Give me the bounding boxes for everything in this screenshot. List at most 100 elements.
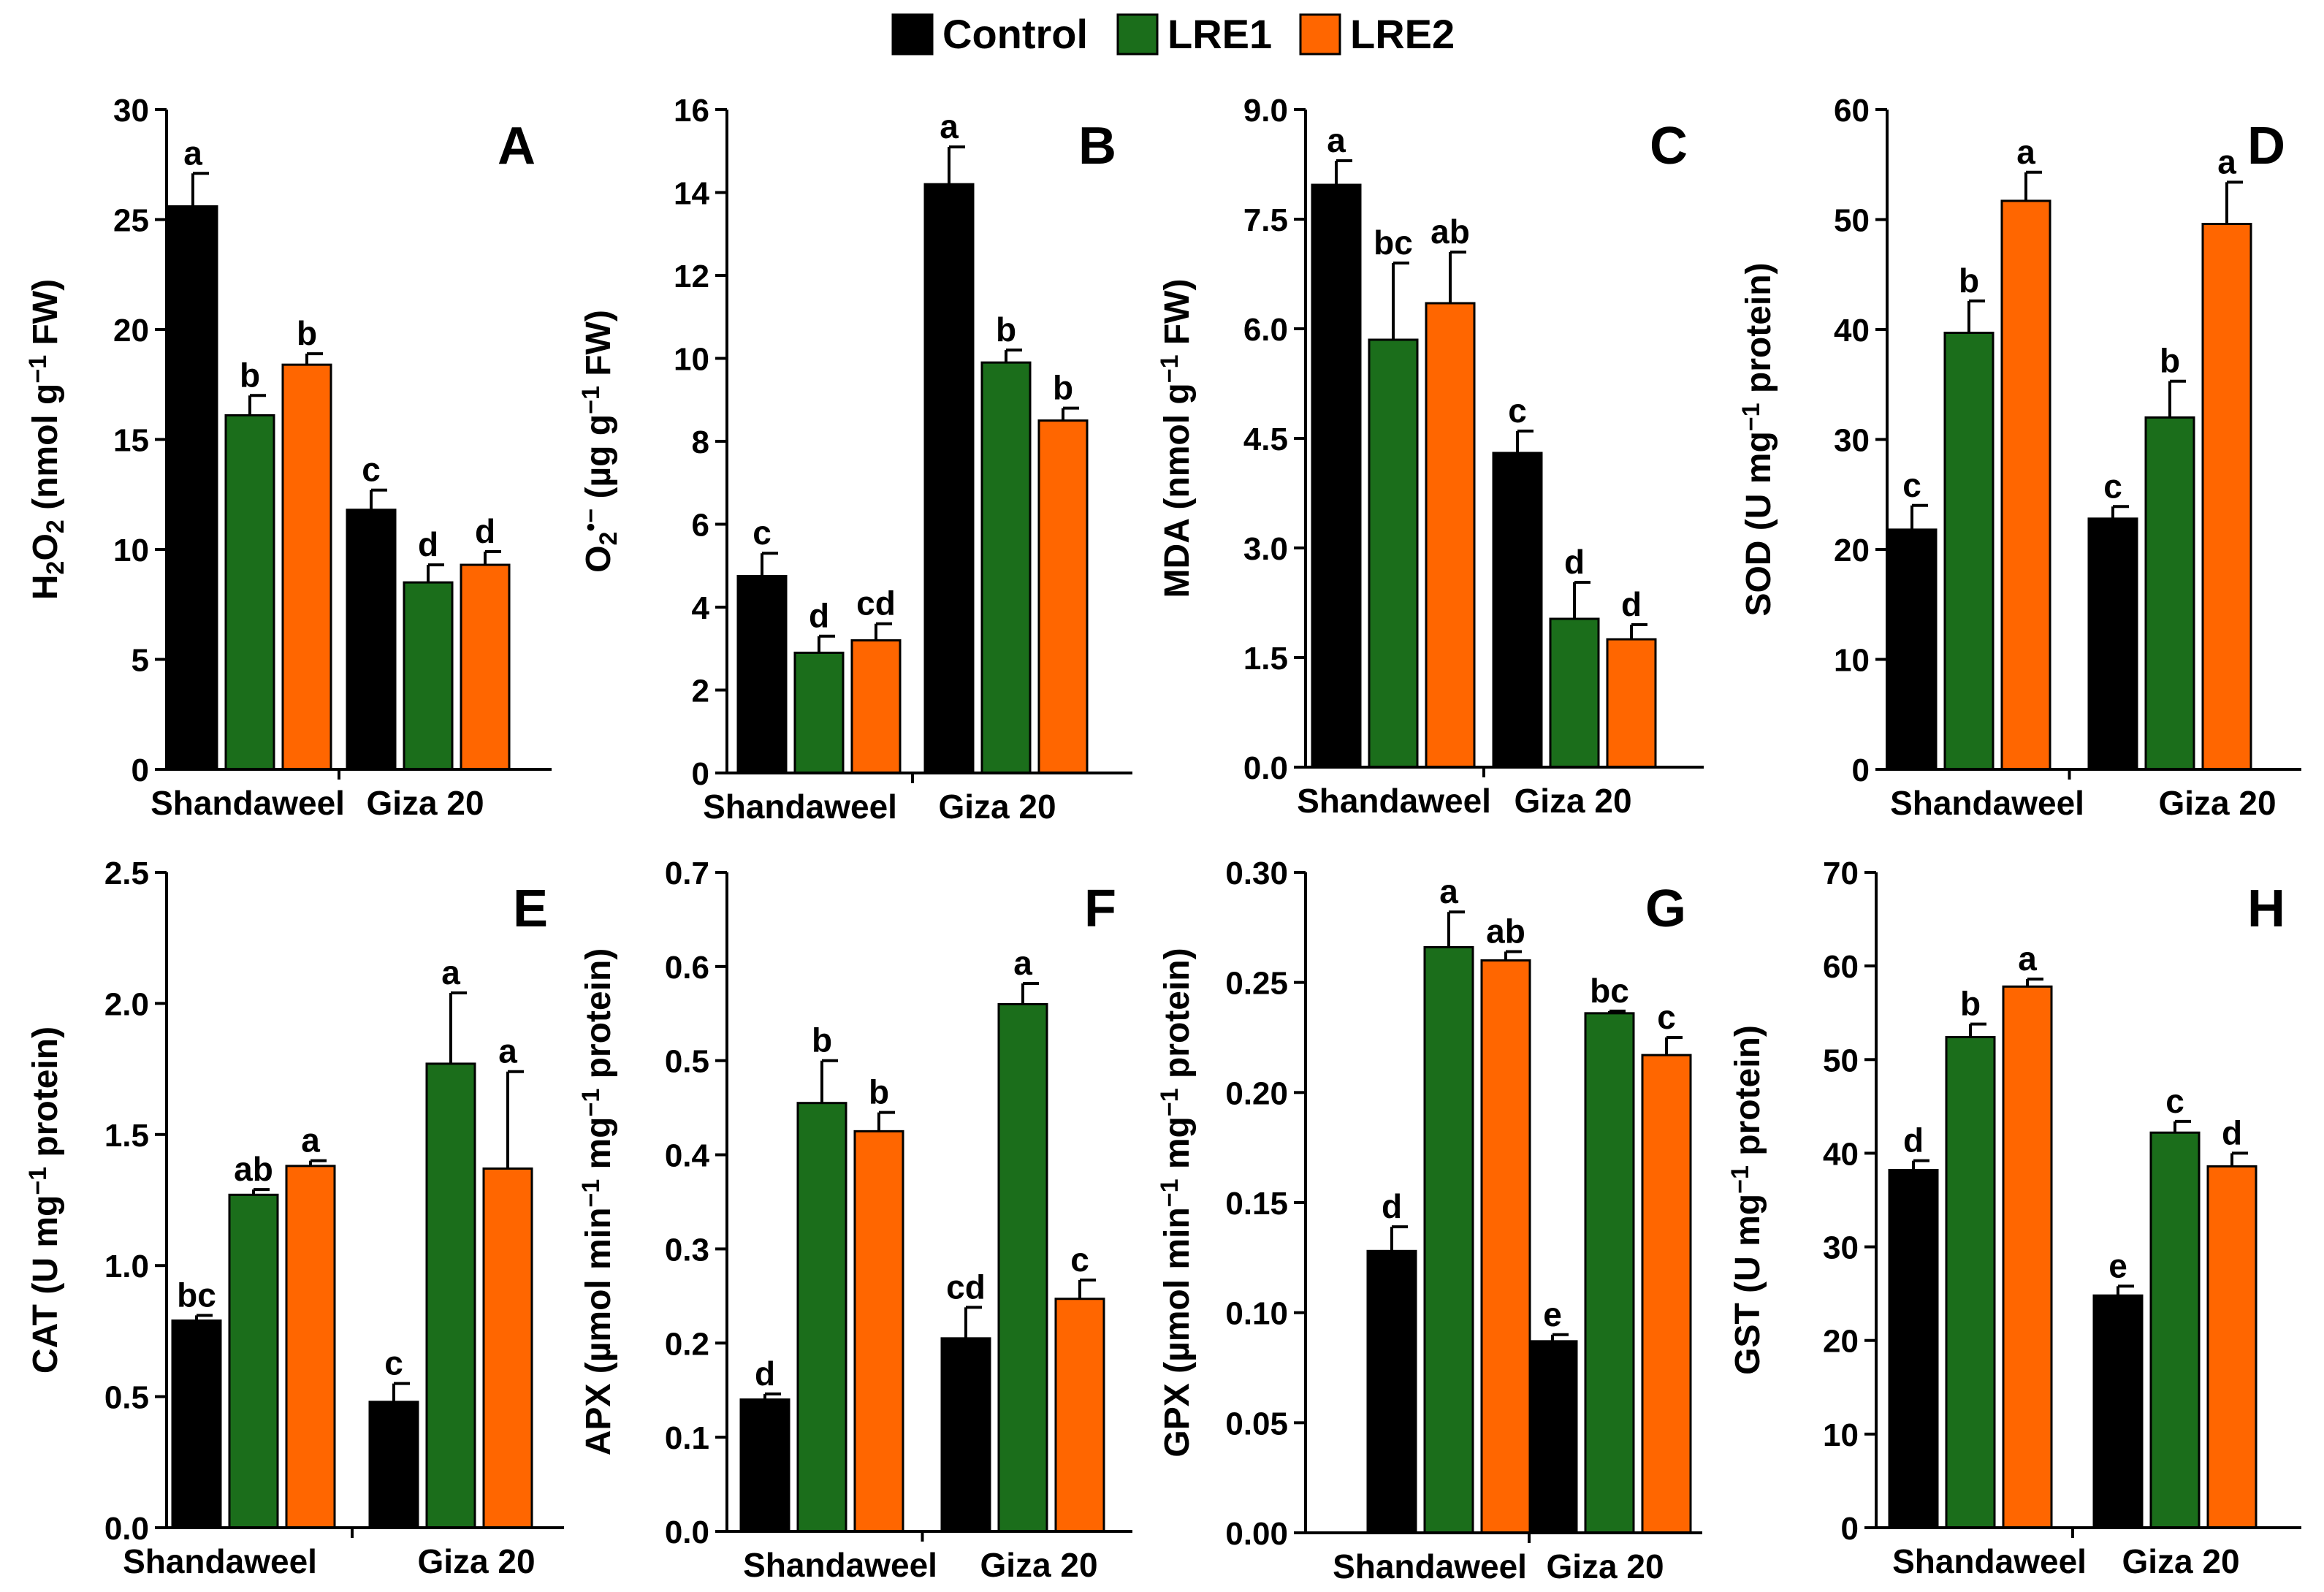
y-axis-label-part-a-2: O <box>26 533 65 560</box>
significance-letter-f-0-1: cd <box>946 1268 986 1306</box>
y-axis-label-part-h-1: −1 <box>1726 1165 1754 1194</box>
y-axis-label-part-a-3: 2 <box>42 519 69 533</box>
significance-letter-f-0-0: d <box>755 1355 775 1393</box>
bar-d-lre2-1 <box>2201 223 2252 771</box>
bar-g-lre2-1 <box>1641 1054 1692 1534</box>
panel-c: a c bc d ab d 0.0 1.5 3.0 4.5 6.0 7.5 9.0 Shandaweel G… <box>1156 93 1704 820</box>
y-tick-label-h-1: 10 <box>1823 1417 1859 1453</box>
category-label-a-1: Giza 20 <box>366 784 484 822</box>
significance-letter-e-2-1: a <box>498 1032 517 1070</box>
y-tick-label-a-1: 5 <box>132 643 149 679</box>
significance-letter-g-1-1: bc <box>1590 972 1629 1010</box>
y-axis-label-part-c-1: −1 <box>1156 355 1184 384</box>
panel-label-g: G <box>1645 880 1686 938</box>
y-tick-label-g-3: 0.15 <box>1225 1186 1288 1222</box>
y-tick-label-e-1: 0.5 <box>104 1380 149 1416</box>
significance-letter-c-2-1: d <box>1621 585 1642 623</box>
significance-letter-e-0-1: c <box>384 1344 403 1382</box>
bar-a-lre2-1 <box>460 563 511 771</box>
significance-letter-d-1-0: b <box>1959 262 1979 300</box>
bar-e-lre2-0 <box>285 1165 336 1529</box>
y-tick-label-d-3: 30 <box>1834 423 1870 459</box>
y-tick-label-f-4: 0.4 <box>665 1138 710 1174</box>
y-tick-label-g-1: 0.05 <box>1225 1406 1288 1441</box>
bar-b-control-0 <box>736 574 788 774</box>
y-tick-label-d-4: 40 <box>1834 313 1870 349</box>
significance-letter-a-1-1: d <box>418 525 438 563</box>
bar-d-lre2-0 <box>2000 199 2051 771</box>
bar-c-lre2-1 <box>1606 638 1657 769</box>
significance-letter-h-1-1: c <box>2165 1082 2184 1120</box>
significance-letter-b-2-0: cd <box>856 584 896 622</box>
y-axis-label-part-e-0: CAT (U mg <box>26 1195 65 1374</box>
significance-letter-g-2-1: c <box>1657 998 1676 1036</box>
y-tick-label-e-0: 0.0 <box>104 1511 149 1547</box>
y-axis-label-part-g-1: −1 <box>1156 1178 1184 1207</box>
category-label-c-0: Shandaweel <box>1297 782 1491 820</box>
y-axis-label-g: GPX (µmol min−1 mg−1 protein) <box>1156 948 1197 1457</box>
bar-a-control-1 <box>346 509 397 771</box>
panel-label-d: D <box>2247 117 2285 175</box>
bar-c-control-1 <box>1492 452 1543 769</box>
bar-e-lre2-1 <box>482 1167 533 1529</box>
bar-f-control-0 <box>739 1398 790 1533</box>
y-tick-label-f-6: 0.6 <box>665 950 709 986</box>
y-axis-label-part-f-3: −1 <box>577 1089 605 1117</box>
y-tick-label-g-4: 0.20 <box>1225 1075 1288 1111</box>
significance-letter-a-2-0: b <box>297 314 317 352</box>
y-tick-label-g-2: 0.10 <box>1225 1296 1288 1332</box>
category-label-h-0: Shandaweel <box>1892 1542 2087 1580</box>
y-tick-label-d-0: 0 <box>1852 753 1870 788</box>
bar-c-lre2-0 <box>1425 302 1476 769</box>
y-tick-label-b-3: 6 <box>692 508 709 544</box>
y-axis-label-part-a-0: H <box>26 574 65 600</box>
y-axis-label-b: O2•− (µg g−1 FW) <box>577 310 622 573</box>
panel-label-a: A <box>498 117 536 175</box>
legend-label-lre2: LRE2 <box>1350 11 1455 57</box>
y-axis-label-part-a-1: 2 <box>42 561 69 575</box>
significance-letter-g-1-0: a <box>1439 872 1458 910</box>
y-tick-label-c-5: 7.5 <box>1243 202 1288 238</box>
y-tick-label-h-3: 30 <box>1823 1230 1859 1266</box>
y-axis-label-part-d-0: SOD (U mg <box>1740 431 1778 616</box>
bar-b-lre1-0 <box>793 651 845 774</box>
y-tick-label-h-4: 40 <box>1823 1136 1859 1172</box>
y-tick-label-c-2: 3.0 <box>1243 531 1288 567</box>
y-axis-label-part-g-4: protein) <box>1158 948 1197 1088</box>
category-label-e-1: Giza 20 <box>417 1542 535 1580</box>
y-tick-label-d-5: 50 <box>1834 203 1870 239</box>
category-label-e-0: Shandaweel <box>123 1542 317 1580</box>
y-tick-label-a-0: 0 <box>132 753 149 788</box>
y-axis-label-part-h-0: GST (U mg <box>1729 1194 1767 1375</box>
y-tick-label-h-6: 60 <box>1823 949 1859 985</box>
legend-swatch-lre2 <box>1299 13 1341 56</box>
y-axis-label-part-g-2: mg <box>1158 1116 1197 1178</box>
y-tick-label-h-2: 20 <box>1823 1324 1859 1360</box>
significance-letter-e-1-0: ab <box>234 1150 273 1188</box>
significance-letter-b-1-0: d <box>809 597 829 635</box>
significance-letter-f-1-0: b <box>812 1021 832 1059</box>
y-axis-label-part-g-0: GPX (µmol min <box>1158 1207 1197 1457</box>
legend-swatch-control <box>891 13 934 56</box>
y-tick-label-e-3: 1.5 <box>104 1118 149 1154</box>
significance-letter-f-1-1: a <box>1013 944 1032 982</box>
significance-letter-a-2-1: d <box>475 512 495 550</box>
y-axis-label-a: H2O2 (nmol g−1 FW) <box>24 279 69 600</box>
y-tick-label-c-4: 6.0 <box>1243 312 1288 348</box>
bar-d-control-1 <box>2087 517 2138 771</box>
bar-e-control-0 <box>171 1319 222 1529</box>
panel-g: deabcabc0.000.050.100.150.200.250.30Shan… <box>1156 856 1702 1585</box>
bar-c-lre1-0 <box>1368 338 1419 769</box>
bar-f-lre1-1 <box>997 1002 1048 1533</box>
y-tick-label-c-3: 4.5 <box>1243 422 1288 457</box>
significance-letter-g-0-1: e <box>1543 1295 1562 1333</box>
y-tick-label-b-6: 12 <box>674 259 709 294</box>
category-label-d-1: Giza 20 <box>2158 784 2276 822</box>
significance-letter-e-0-0: bc <box>177 1276 216 1314</box>
y-tick-label-d-1: 10 <box>1834 643 1870 679</box>
significance-letter-d-2-0: a <box>2016 133 2035 171</box>
y-tick-label-a-5: 25 <box>113 203 149 239</box>
significance-letter-f-2-1: c <box>1070 1241 1089 1279</box>
